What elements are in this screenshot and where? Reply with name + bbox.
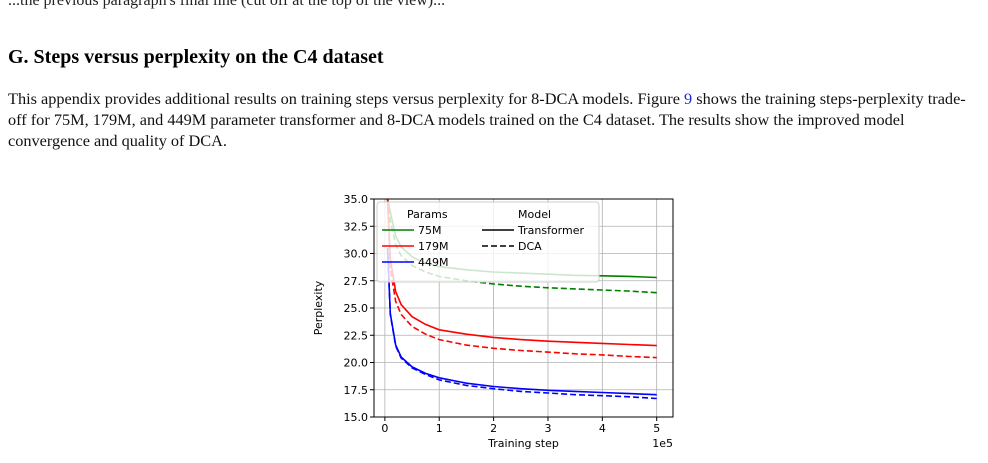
x-tick-label-2: 2 [490,422,497,435]
series-line-449M-dca [386,247,657,400]
x-tick-label-0: 0 [381,422,388,435]
paragraph-text-part1: This appendix provides additional result… [8,89,685,108]
series-line-179M-dca [386,199,657,359]
legend-label-transformer: Transformer [517,224,584,237]
section-paragraph: This appendix provides additional result… [8,88,983,151]
figure: 0 1 2 3 4 5 15.0 17.5 20.0 22.5 25.0 27.5 30.0 32.5 35… [300,186,700,458]
y-tick-label-7: 32.5 [344,220,369,233]
legend-label-449M: 449M [418,256,449,269]
legend-label-179M: 179M [418,240,449,253]
legend-label-dca: DCA [518,240,542,253]
y-tick-label-8: 35.0 [344,193,369,206]
y-tick-label-2: 20.0 [344,357,369,370]
y-tick-label-0: 15.0 [344,411,369,424]
x-tick-label-4: 4 [599,422,606,435]
y-axis-label: Perplexity [312,280,325,335]
x-tick-label-5: 5 [653,422,660,435]
section-title: G. Steps versus perplexity on the C4 dat… [8,46,384,68]
series-line-179M-transformer [386,199,657,347]
y-tick-label-5: 27.5 [344,275,369,288]
perplexity-chart: 0 1 2 3 4 5 15.0 17.5 20.0 22.5 25.0 27.5 30.0 32.5 35… [312,193,674,450]
x-tick-label-3: 3 [544,422,551,435]
legend-box [376,201,600,283]
cutoff-text-line: ...the previous paragraph's final line (… [8,0,446,9]
legend-title-params: Params [407,208,448,221]
paragraph-text-part2: shows the training steps-perplexity trad… [8,89,966,150]
y-tick-label-6: 30.0 [344,248,369,261]
legend-title-model: Model [518,208,551,221]
x-axis-offset-label: 1e5 [652,437,673,450]
x-axis-label: Training step [487,437,559,450]
y-tick-label-1: 17.5 [344,384,369,397]
y-tick-label-4: 25.0 [344,302,369,315]
y-tick-label-3: 22.5 [344,329,369,342]
x-tick-label-1: 1 [436,422,443,435]
legend-label-75M: 75M [418,224,442,237]
figure-reference-link[interactable]: 9 [684,89,693,108]
